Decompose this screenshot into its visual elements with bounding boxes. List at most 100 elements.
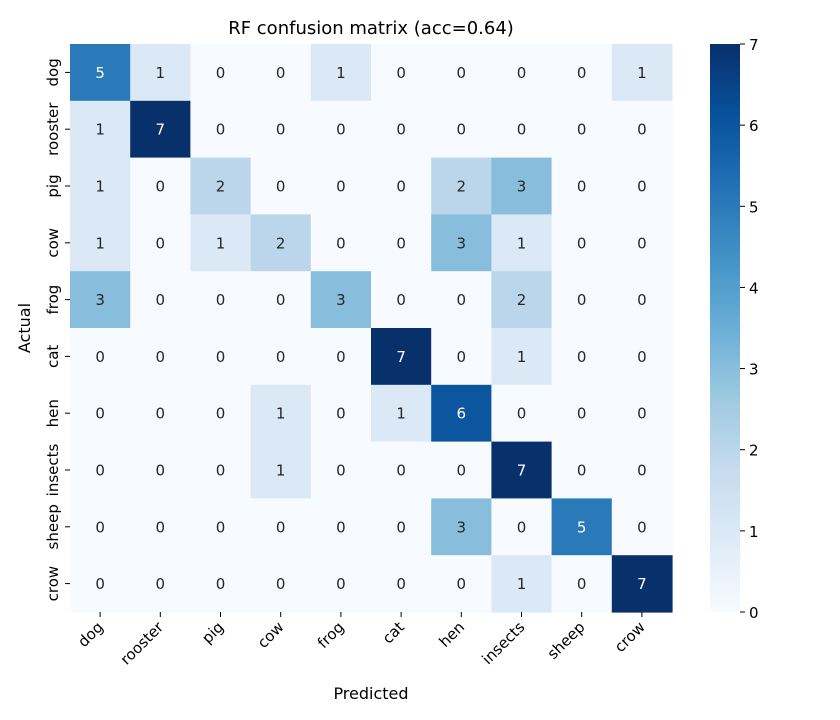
cell-value-label: 1	[95, 121, 105, 139]
heatmap-cell	[431, 555, 492, 613]
y-tick-label: frog	[44, 285, 62, 315]
cell-value-label: 7	[637, 575, 647, 593]
heatmap-cell	[551, 100, 613, 159]
y-tick-label: pig	[44, 174, 62, 197]
colorbar-tick-label: 5	[749, 198, 759, 216]
cell-value-label: 0	[336, 575, 346, 593]
heatmap-cell	[611, 100, 673, 159]
cell-value-label: 1	[95, 178, 105, 196]
cell-value-label: 0	[95, 575, 105, 593]
heatmap-cell	[250, 441, 312, 499]
cell-value-label: 0	[336, 121, 346, 139]
cell-value-label: 0	[276, 178, 286, 196]
heatmap-cell	[70, 498, 131, 556]
cell-value-label: 0	[276, 121, 286, 139]
cell-value-label: 0	[577, 575, 587, 593]
cell-value-label: 1	[637, 64, 647, 82]
heatmap-cell	[371, 384, 432, 443]
heatmap-cell	[70, 384, 131, 443]
heatmap-cell	[130, 214, 191, 272]
y-tick-label: rooster	[44, 102, 62, 156]
cell-value-label: 0	[637, 405, 647, 423]
heatmap-cell	[70, 441, 131, 499]
cell-value-label: 2	[276, 234, 286, 252]
cell-value-label: 0	[577, 178, 587, 196]
cell-value-label: 0	[396, 178, 406, 196]
heatmap-cell	[130, 555, 191, 613]
cell-value-label: 0	[216, 575, 226, 593]
heatmap-cell	[190, 384, 252, 443]
cell-value-label: 7	[517, 462, 527, 480]
cell-value-label: 0	[637, 234, 647, 252]
cell-value-label: 0	[156, 575, 166, 593]
cell-value-label: 1	[517, 348, 527, 366]
cell-value-label: 0	[577, 291, 587, 309]
cell-value-label: 0	[637, 178, 647, 196]
heatmap-cell	[371, 555, 432, 613]
heatmap-cell	[310, 384, 372, 443]
heatmap-cell	[310, 441, 372, 499]
heatmap-cell	[250, 214, 312, 272]
cell-value-label: 0	[336, 178, 346, 196]
colorbar-ticks: 0 1 2 3 4 5 6 7	[740, 36, 759, 622]
heatmap-cell	[310, 214, 372, 272]
cell-value-label: 0	[396, 234, 406, 252]
heatmap-cell	[491, 271, 553, 329]
heatmap-cell	[611, 44, 673, 102]
cell-value-label: 0	[396, 518, 406, 536]
cell-value-label: 1	[276, 405, 286, 423]
x-tick-label: dog	[74, 618, 107, 651]
cell-value-label: 0	[156, 348, 166, 366]
cell-value-label: 0	[276, 64, 286, 82]
heatmap-cell	[130, 384, 191, 443]
heatmap-cell	[130, 44, 191, 102]
x-tick-label: sheep	[544, 618, 589, 663]
heatmap-cell	[310, 100, 372, 159]
heatmap-cell	[250, 384, 312, 443]
cell-value-label: 3	[336, 291, 346, 309]
cell-value-label: 2	[517, 291, 527, 309]
cell-value-label: 3	[457, 234, 467, 252]
cell-value-label: 0	[637, 121, 647, 139]
cell-value-label: 0	[517, 64, 527, 82]
heatmap-cell	[310, 44, 372, 102]
heatmap-cell	[70, 214, 131, 272]
cell-value-label: 1	[396, 405, 406, 423]
heatmap-cell	[130, 498, 191, 556]
heatmap-cell	[130, 328, 191, 386]
cell-value-label: 0	[95, 348, 105, 366]
cell-value-label: 0	[457, 575, 467, 593]
cell-value-label: 0	[95, 462, 105, 480]
x-tick-label: insects	[478, 618, 528, 668]
heatmap-cell	[250, 328, 312, 386]
cell-value-label: 5	[577, 518, 587, 536]
heatmap-cell	[310, 498, 372, 556]
cell-value-label: 0	[156, 291, 166, 309]
heatmap-cell	[491, 441, 553, 499]
cell-value-label: 0	[216, 64, 226, 82]
y-tick-label: dog	[44, 58, 62, 86]
heatmap-cell	[431, 214, 492, 272]
heatmap-cell	[551, 498, 613, 556]
cell-value-label: 0	[577, 234, 587, 252]
cell-value-label: 0	[156, 518, 166, 536]
cell-value-label: 0	[396, 121, 406, 139]
colorbar-tick-label: 3	[749, 361, 759, 379]
cell-value-label: 1	[156, 64, 166, 82]
heatmap-cell	[190, 100, 252, 159]
cell-value-label: 0	[156, 462, 166, 480]
heatmap-cell	[431, 44, 492, 102]
heatmap-cell	[190, 271, 252, 329]
heatmap-cell	[551, 328, 613, 386]
cell-value-label: 2	[216, 178, 226, 196]
cell-value-label: 0	[396, 64, 406, 82]
cell-value-label: 0	[637, 462, 647, 480]
cell-value-label: 0	[216, 518, 226, 536]
cell-value-label: 0	[517, 518, 527, 536]
heatmap-cell	[190, 157, 252, 215]
heatmap-cell-labels: 5 1 0 0 1 0 0 0 0 1 1 7 0 0 0 0 0 0 0 0 1 0 2 0 0 0 2 3 0 0 1 0 1 2 0 0 3 1 0 0…	[95, 64, 646, 593]
cell-value-label: 1	[216, 234, 226, 252]
heatmap-cell	[70, 328, 131, 386]
heatmap-cell	[431, 384, 492, 443]
